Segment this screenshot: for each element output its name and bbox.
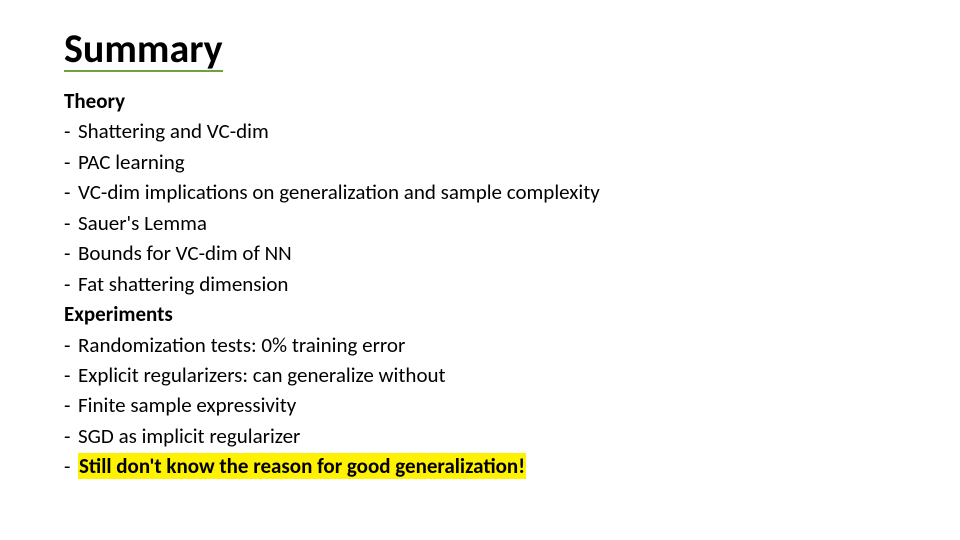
section-heading: Theory [64, 86, 896, 116]
list-item-text: Still don't know the reason for good gen… [78, 451, 896, 481]
list-item: -Randomization tests: 0% training error [64, 330, 896, 360]
list-item-text: Shattering and VC-dim [78, 116, 896, 146]
bullet-dash: - [64, 208, 78, 238]
list-item-text: Explicit regularizers: can generalize wi… [78, 360, 896, 390]
bullet-dash: - [64, 421, 78, 451]
section-heading: Experiments [64, 299, 896, 329]
list-item: -Still don't know the reason for good ge… [64, 451, 896, 481]
list-item: -Bounds for VC-dim of NN [64, 238, 896, 268]
slide-title: Summary [64, 28, 223, 72]
bullet-dash: - [64, 269, 78, 299]
bullet-dash: - [64, 177, 78, 207]
list-item-text: Bounds for VC-dim of NN [78, 238, 896, 268]
bullet-dash: - [64, 390, 78, 420]
slide: Summary Theory-Shattering and VC-dim-PAC… [0, 0, 960, 540]
list-item-text: Finite sample expressivity [78, 390, 896, 420]
bullet-dash: - [64, 360, 78, 390]
bullet-dash: - [64, 147, 78, 177]
highlighted-text: Still don't know the reason for good gen… [78, 453, 526, 479]
list-item: -Finite sample expressivity [64, 390, 896, 420]
list-item: -Sauer's Lemma [64, 208, 896, 238]
list-item: -Shattering and VC-dim [64, 116, 896, 146]
list-item-text: VC-dim implications on generalization an… [78, 177, 896, 207]
bullet-dash: - [64, 116, 78, 146]
list-item: -Fat shattering dimension [64, 269, 896, 299]
list-item-text: PAC learning [78, 147, 896, 177]
list-item: -Explicit regularizers: can generalize w… [64, 360, 896, 390]
list-item: -PAC learning [64, 147, 896, 177]
bullet-dash: - [64, 238, 78, 268]
list-item: -SGD as implicit regularizer [64, 421, 896, 451]
bullet-dash: - [64, 330, 78, 360]
list-item-text: Randomization tests: 0% training error [78, 330, 896, 360]
list-item-text: Fat shattering dimension [78, 269, 896, 299]
list-item-text: SGD as implicit regularizer [78, 421, 896, 451]
list-item-text: Sauer's Lemma [78, 208, 896, 238]
bullet-dash: - [64, 451, 78, 481]
slide-body: Theory-Shattering and VC-dim-PAC learnin… [64, 86, 896, 482]
list-item: -VC-dim implications on generalization a… [64, 177, 896, 207]
